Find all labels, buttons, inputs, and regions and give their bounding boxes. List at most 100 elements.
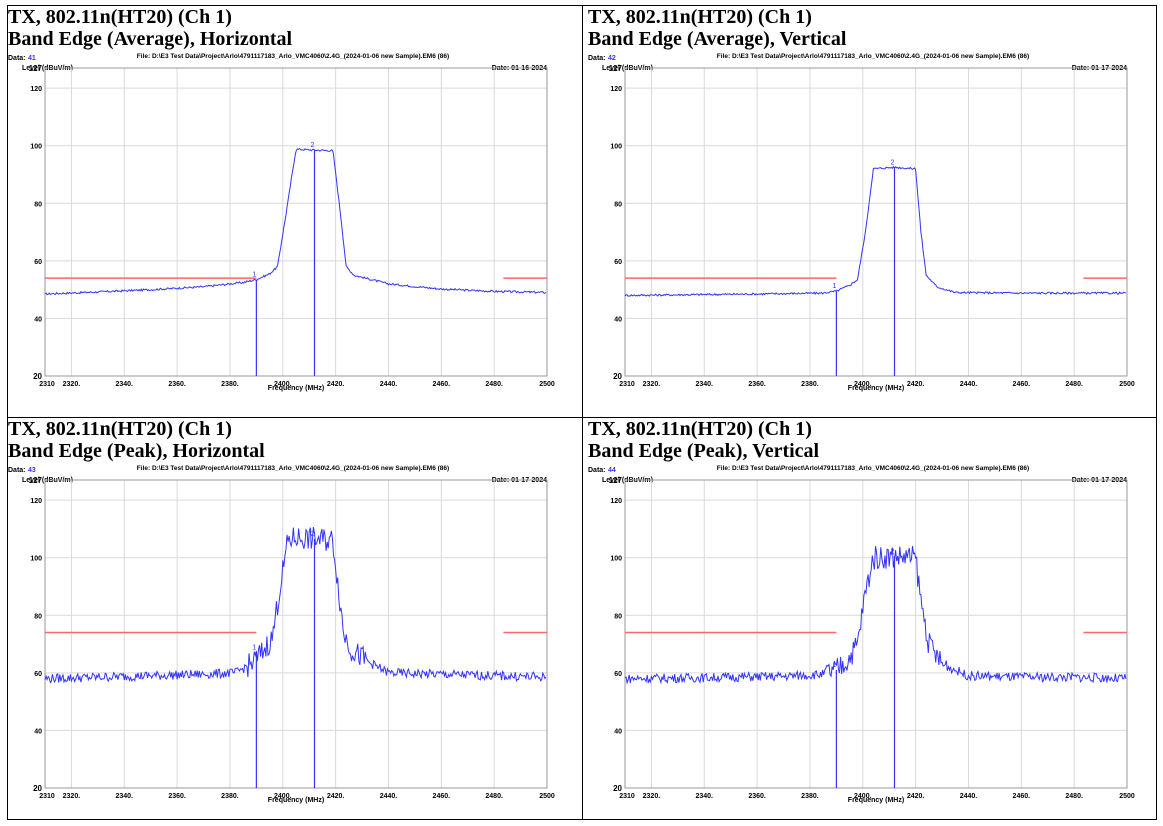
marker-label: 2 (891, 548, 895, 555)
spectrum-trace (624, 165, 1127, 297)
spectrum-plot: Data: 44 File: D:\E3 Test Data\Project\Arl… (588, 465, 1135, 804)
x-tick-label: 2380. (801, 381, 819, 388)
spectrum-plot: Data: 42 File: D:\E3 Test Data\Project\Arl… (588, 53, 1135, 392)
y-tick-label: 100 (610, 144, 622, 151)
x-tick-label: 2310 (619, 793, 635, 800)
x-tick-label: 2380. (221, 793, 239, 800)
x-tick-label: 2400. (854, 381, 872, 388)
x-tick-label: 2400. (274, 381, 292, 388)
marker-label: 2 (311, 531, 315, 538)
y-tick-label: 40 (34, 316, 42, 323)
data-label: Data: (588, 55, 606, 62)
y-tick-label: 20 (33, 372, 42, 381)
y-tick-label: 60 (614, 671, 622, 678)
x-tick-label: 2320. (643, 381, 661, 388)
y-tick-label: 100 (30, 556, 42, 563)
x-tick-label: 2320. (63, 793, 81, 800)
file-path: File: D:\E3 Test Data\Project\Arlo\47911… (717, 53, 1029, 60)
x-tick-label: 2320. (643, 793, 661, 800)
marker-label: 1 (832, 283, 836, 290)
y-tick-label: 127 (29, 476, 43, 485)
x-tick-label: 2460. (433, 793, 451, 800)
marker-label: 1 (832, 662, 836, 669)
x-tick-label: 2480. (1065, 793, 1083, 800)
x-tick-label: 2420. (907, 793, 925, 800)
x-tick-label: 2340. (695, 793, 713, 800)
x-tick-label: 2420. (327, 793, 345, 800)
x-tick-label: 2360. (168, 381, 186, 388)
x-tick-label: 2360. (168, 793, 186, 800)
x-tick-label: 2440. (960, 381, 978, 388)
chart-title-line2: Band Edge (Average), Vertical (588, 28, 847, 50)
plot-frame (44, 67, 548, 377)
y-tick-label: 100 (30, 144, 42, 151)
chart-cell: TX, 802.11n(HT20) (Ch 1) Band Edge (Peak… (8, 418, 576, 823)
chart-title-line1: TX, 802.11n(HT20) (Ch 1) (8, 418, 232, 440)
y-tick-label: 40 (614, 728, 622, 735)
y-tick-label: 20 (613, 372, 622, 381)
x-tick-label: 2460. (433, 381, 451, 388)
spectrum-trace (624, 545, 1127, 685)
y-tick-label: 80 (614, 201, 622, 208)
x-tick-label: 2500 (1119, 381, 1135, 388)
table-divider-horizontal (7, 417, 1157, 418)
data-label: Data: (588, 467, 606, 474)
data-id: 41 (28, 55, 36, 62)
file-path: File: D:\E3 Test Data\Project\Arlo\47911… (717, 465, 1029, 472)
spectrum-trace (44, 147, 547, 296)
x-tick-label: 2310 (39, 381, 55, 388)
x-tick-label: 2380. (801, 793, 819, 800)
x-tick-label: 2360. (748, 793, 766, 800)
plot-frame (624, 479, 1128, 789)
marker-label: 1 (252, 272, 256, 279)
y-tick-label: 120 (30, 498, 42, 505)
marker-label: 2 (311, 142, 315, 149)
plot-frame (624, 67, 1128, 377)
data-id: 43 (28, 467, 36, 474)
data-label: Data: (8, 55, 26, 62)
y-tick-label: 40 (34, 728, 42, 735)
x-tick-label: 2440. (380, 381, 398, 388)
x-axis-label: Frequency (MHz) (268, 385, 324, 392)
plot-frame (44, 479, 548, 789)
y-tick-label: 20 (613, 784, 622, 793)
x-axis-label: Frequency (MHz) (268, 797, 324, 804)
file-path: File: D:\E3 Test Data\Project\Arlo\47911… (137, 53, 449, 60)
x-tick-label: 2420. (327, 381, 345, 388)
y-tick-label: 60 (34, 671, 42, 678)
spectrum-plot: Data: 43 File: D:\E3 Test Data\Project\Arl… (8, 465, 555, 804)
x-axis-label: Frequency (MHz) (848, 797, 904, 804)
x-tick-label: 2500 (1119, 793, 1135, 800)
x-tick-label: 2400. (274, 793, 292, 800)
spectrum-plot: Data: 41 File: D:\E3 Test Data\Project\Arl… (8, 53, 555, 392)
x-axis-label: Frequency (MHz) (848, 385, 904, 392)
y-tick-label: 127 (29, 64, 43, 73)
data-label: Data: (8, 467, 26, 474)
x-tick-label: 2480. (1065, 381, 1083, 388)
x-tick-label: 2480. (485, 793, 503, 800)
x-tick-label: 2310 (39, 793, 55, 800)
x-tick-label: 2320. (63, 381, 81, 388)
y-tick-label: 120 (610, 86, 622, 93)
chart-cell: TX, 802.11n(HT20) (Ch 1) Band Edge (Aver… (8, 6, 576, 411)
y-tick-label: 120 (610, 498, 622, 505)
x-tick-label: 2360. (748, 381, 766, 388)
data-id: 44 (608, 467, 616, 474)
table-divider-vertical (582, 5, 583, 820)
x-tick-label: 2460. (1013, 381, 1031, 388)
y-tick-label: 127 (609, 64, 623, 73)
chart-title-line2: Band Edge (Average), Horizontal (8, 28, 293, 50)
marker-label: 1 (252, 645, 256, 652)
y-tick-label: 40 (614, 316, 622, 323)
file-path: File: D:\E3 Test Data\Project\Arlo\47911… (137, 465, 449, 472)
x-tick-label: 2310 (619, 381, 635, 388)
chart-cell: TX, 802.11n(HT20) (Ch 1) Band Edge (Aver… (588, 6, 1156, 411)
spectrum-trace (44, 527, 547, 684)
x-tick-label: 2340. (115, 793, 133, 800)
y-tick-label: 20 (33, 784, 42, 793)
chart-title-line2: Band Edge (Peak), Horizontal (8, 440, 265, 462)
chart-title-line1: TX, 802.11n(HT20) (Ch 1) (8, 6, 232, 28)
data-id: 42 (608, 55, 616, 62)
x-tick-label: 2440. (960, 793, 978, 800)
x-tick-label: 2460. (1013, 793, 1031, 800)
